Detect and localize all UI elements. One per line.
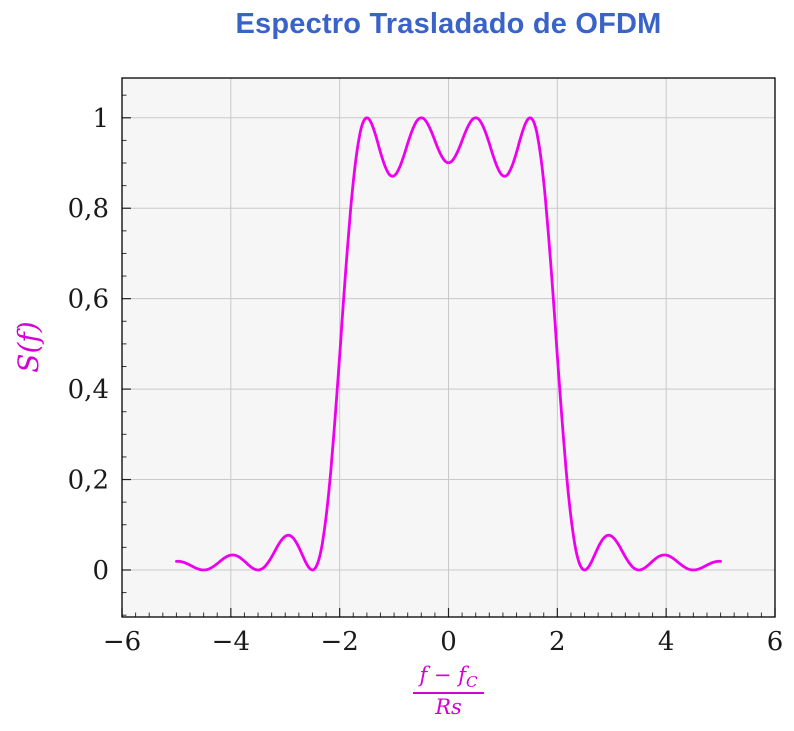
xlabel-numerator-subscript: C [465, 673, 478, 692]
spectrum-curve [175, 116, 722, 572]
plot-frame [121, 77, 776, 618]
y-axis-label: S(f) [12, 321, 45, 372]
y-tick-label: 0,8 [68, 194, 109, 224]
x-tick-label: 6 [767, 627, 784, 657]
xlabel-denominator: Rs [435, 695, 462, 720]
x-axis-label-fraction: f − fC Rs [413, 663, 484, 721]
x-tick-label: 2 [549, 627, 566, 657]
x-axis-label: f − fC Rs [122, 663, 775, 721]
xlabel-numerator: f − fC [413, 663, 484, 695]
y-tick-label: 0,4 [68, 375, 109, 405]
x-tick-label: −4 [212, 627, 250, 657]
x-tick-label: 0 [440, 627, 457, 657]
y-tick-label: 0,6 [68, 285, 109, 315]
y-tick-label: 0,2 [68, 466, 109, 496]
y-tick-label: 1 [92, 104, 109, 134]
y-tick-label: 0 [92, 556, 109, 586]
x-tick-label: −6 [103, 627, 141, 657]
chart-title: Espectro Trasladado de OFDM [235, 8, 662, 40]
xlabel-numerator-text: f − f [419, 663, 466, 687]
x-tick-label: 4 [658, 627, 675, 657]
x-tick-label: −2 [321, 627, 359, 657]
